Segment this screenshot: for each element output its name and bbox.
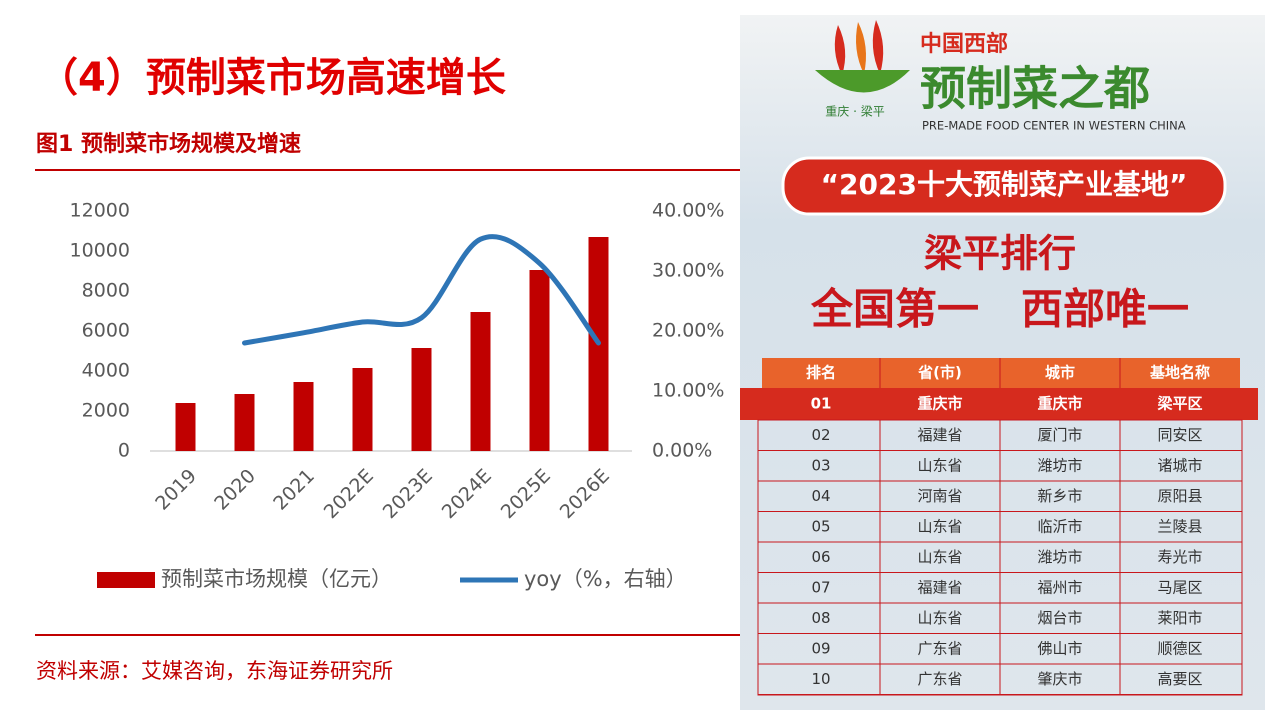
x-tick-label: 2022E xyxy=(320,465,378,523)
bar xyxy=(293,382,314,451)
table-cell: 广东省 xyxy=(917,639,962,657)
y2-tick-label: 10.00% xyxy=(652,380,724,402)
table-cell: 02 xyxy=(811,426,830,444)
table-cell: 重庆市 xyxy=(1037,395,1082,413)
bar xyxy=(352,368,373,451)
logo-top: 中国西部 xyxy=(920,31,1008,57)
y-tick-label: 10000 xyxy=(70,240,130,262)
y2-tick-label: 0.00% xyxy=(652,440,712,462)
table-cell: 马尾区 xyxy=(1157,578,1202,596)
x-tick-label: 2026E xyxy=(556,465,614,523)
bar xyxy=(470,312,491,451)
table-cell: 潍坊市 xyxy=(1037,456,1082,474)
line xyxy=(242,234,601,346)
table-cell: 03 xyxy=(811,456,830,474)
table-cell: 福建省 xyxy=(917,578,962,596)
table-header-cell: 城市 xyxy=(1045,364,1075,382)
x-tick-label: 2020 xyxy=(210,465,260,515)
table-cell: 诸城市 xyxy=(1157,456,1202,474)
table-header-cell: 省(市) xyxy=(917,364,962,382)
table-cell: 顺德区 xyxy=(1157,639,1202,657)
table-cell: 07 xyxy=(811,578,830,596)
y2-tick-label: 30.00% xyxy=(652,260,724,282)
table-cell: 广东省 xyxy=(917,670,962,688)
table-header-cell: 排名 xyxy=(806,364,836,382)
table-cell: 10 xyxy=(811,670,830,688)
figure-title: 图1 预制菜市场规模及增速 xyxy=(36,131,301,157)
logo-place: 重庆 · 梁平 xyxy=(825,104,884,119)
logo-english: PRE-MADE FOOD CENTER IN WESTERN CHINA xyxy=(922,119,1186,133)
table-cell: 高要区 xyxy=(1157,670,1202,688)
table-cell: 莱阳市 xyxy=(1157,609,1202,627)
table-header xyxy=(762,358,1240,388)
table-cell: 肇庆市 xyxy=(1037,670,1082,688)
y-tick-label: 12000 xyxy=(70,200,130,222)
table-cell: 寿光市 xyxy=(1157,548,1202,566)
headline: 全国第一 西部唯一 xyxy=(810,285,1189,334)
table-cell: 山东省 xyxy=(917,517,962,535)
table-cell: 新乡市 xyxy=(1037,487,1082,505)
legend-label: yoy（%，右轴） xyxy=(524,567,687,591)
table-cell: 福建省 xyxy=(917,426,962,444)
bar xyxy=(175,403,196,451)
table-cell: 09 xyxy=(811,639,830,657)
slide-title: （4）预制菜市场高速增长 xyxy=(38,55,506,101)
table-cell: 04 xyxy=(811,487,830,505)
x-tick-label: 2019 xyxy=(151,465,201,515)
table-cell: 05 xyxy=(811,517,830,535)
x-tick-label: 2024E xyxy=(438,465,496,523)
table-cell: 山东省 xyxy=(917,609,962,627)
legend-label: 预制菜市场规模（亿元） xyxy=(161,567,392,591)
table-header-cell: 基地名称 xyxy=(1149,364,1210,382)
table-cell: 福州市 xyxy=(1037,578,1082,596)
table-cell: 06 xyxy=(811,548,830,566)
headline: 梁平排行 xyxy=(924,232,1076,276)
banner xyxy=(781,156,1227,216)
bar xyxy=(529,270,550,451)
y2-tick-label: 40.00% xyxy=(652,200,724,222)
table-row-highlight xyxy=(740,388,1258,420)
table-cell: 佛山市 xyxy=(1037,639,1082,657)
y-tick-label: 2000 xyxy=(82,400,130,422)
y-tick-label: 4000 xyxy=(82,360,130,382)
table-cell: 山东省 xyxy=(917,548,962,566)
y-tick-label: 8000 xyxy=(82,280,130,302)
logo-main: 预制菜之都 xyxy=(920,62,1150,116)
legend-swatch xyxy=(97,572,155,588)
table-cell: 同安区 xyxy=(1157,426,1202,444)
table-cell: 原阳县 xyxy=(1157,487,1202,505)
table-cell: 山东省 xyxy=(917,456,962,474)
source-note: 资料来源：艾媒咨询，东海证券研究所 xyxy=(36,659,393,683)
table-cell: 兰陵县 xyxy=(1157,517,1202,535)
photo: 重庆 · 梁平 中国西部 预制菜之都 PRE-MADE FOOD CENTER … xyxy=(740,15,1265,710)
table-cell: 烟台市 xyxy=(1037,609,1082,627)
x-tick-label: 2023E xyxy=(379,465,437,523)
y2-tick-label: 20.00% xyxy=(652,320,724,342)
table-cell: 厦门市 xyxy=(1037,426,1082,444)
table-cell: 河南省 xyxy=(917,487,962,505)
table-cell: 临沂市 xyxy=(1037,517,1082,535)
banner-text: “2023十大预制菜产业基地” xyxy=(821,168,1188,201)
table-cell: 潍坊市 xyxy=(1037,548,1082,566)
x-tick-label: 2025E xyxy=(497,465,555,523)
x-tick-label: 2021 xyxy=(269,465,319,515)
y-tick-label: 0 xyxy=(118,440,130,462)
bar xyxy=(234,394,255,451)
table-cell: 08 xyxy=(811,609,830,627)
bar xyxy=(411,348,432,451)
table-cell: 梁平区 xyxy=(1156,395,1202,413)
table-cell: 重庆市 xyxy=(917,395,962,413)
y-tick-label: 6000 xyxy=(82,320,130,342)
table-cell: 01 xyxy=(811,395,832,413)
table-frame xyxy=(757,419,1243,696)
logo-icon xyxy=(815,20,910,93)
